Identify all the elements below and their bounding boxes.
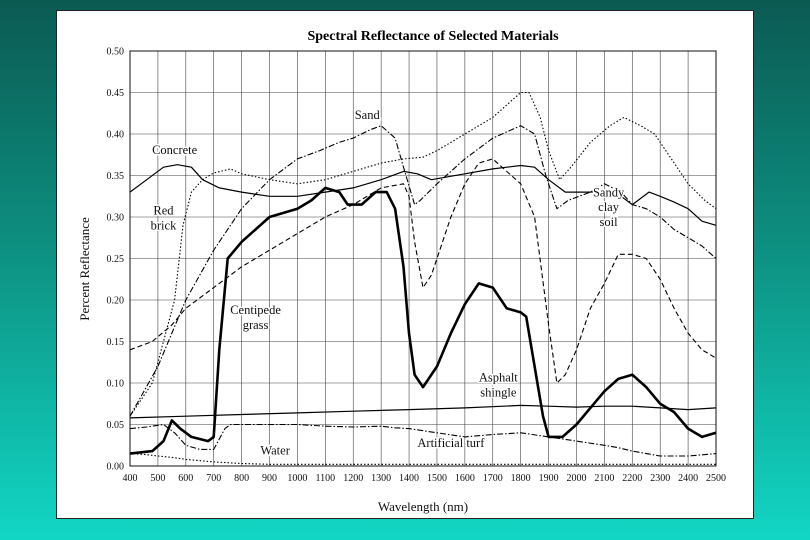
series-line-sandy-clay-soil xyxy=(129,158,717,384)
y-tick-label: 0.10 xyxy=(107,379,125,390)
axis-ticks: 400 500 600 700 800 900 1000 1100 1200 1300 1400 15… xyxy=(107,47,727,485)
x-tick-label: 800 xyxy=(234,473,249,484)
y-tick-label: 0.50 xyxy=(107,47,125,58)
x-tick-label: 1800 xyxy=(511,473,531,484)
x-tick-label: 1400 xyxy=(399,473,419,484)
series-line-centipede-grass xyxy=(129,186,717,455)
chart-panel: Spectral Reflectance of Selected Materia… xyxy=(56,10,754,519)
y-tick-label: 0.25 xyxy=(107,254,125,265)
y-tick-label: 0.30 xyxy=(107,213,125,224)
x-tick-label: 500 xyxy=(150,473,165,484)
x-tick-label: 1200 xyxy=(343,473,363,484)
x-tick-label: 400 xyxy=(123,473,138,484)
x-tick-label: 2300 xyxy=(650,473,670,484)
grid-lines xyxy=(129,50,717,467)
series-line-sand xyxy=(129,125,717,417)
x-tick-label: 2500 xyxy=(706,473,726,484)
series-label-centipede-grass: Centipede xyxy=(230,303,281,317)
x-tick-label: 2000 xyxy=(566,473,586,484)
y-tick-label: 0.35 xyxy=(107,171,125,182)
x-tick-label: 1700 xyxy=(483,473,503,484)
series-lines xyxy=(129,91,717,465)
x-tick-label: 1100 xyxy=(316,473,336,484)
x-tick-label: 2400 xyxy=(678,473,698,484)
x-tick-label: 900 xyxy=(262,473,277,484)
series-label-sand: Sand xyxy=(355,108,381,122)
series-label-sandy-clay-soil: clay xyxy=(598,200,620,214)
chart-title: Spectral Reflectance of Selected Materia… xyxy=(307,29,559,44)
series-label-red-brick: brick xyxy=(151,218,177,232)
x-tick-label: 1900 xyxy=(539,473,559,484)
x-tick-label: 2200 xyxy=(622,473,642,484)
series-label-concrete: Concrete xyxy=(152,143,198,157)
y-tick-label: 0.45 xyxy=(107,88,125,99)
spectral-reflectance-chart: Spectral Reflectance of Selected Materia… xyxy=(77,29,727,514)
x-tick-label: 1000 xyxy=(287,473,307,484)
plot-frame xyxy=(129,50,717,467)
series-line-asphalt-shingle xyxy=(129,404,717,419)
x-tick-label: 700 xyxy=(206,473,221,484)
series-label-sandy-clay-soil: Sandy xyxy=(593,185,625,199)
x-tick-label: 1300 xyxy=(371,473,391,484)
x-tick-label: 1500 xyxy=(427,473,447,484)
series-label-asphalt-shingle: Asphalt xyxy=(479,370,518,384)
series-label-centipede-grass: grass xyxy=(243,318,269,332)
y-tick-label: 0.05 xyxy=(107,420,125,431)
series-line-artificial-turf xyxy=(129,423,717,457)
series-label-asphalt-shingle: shingle xyxy=(480,385,517,399)
x-tick-label: 1600 xyxy=(455,473,475,484)
y-tick-label: 0.20 xyxy=(107,296,125,307)
y-axis-label: Percent Reflectance xyxy=(77,217,92,321)
series-line-red-brick xyxy=(129,91,717,417)
series-line-water xyxy=(129,453,716,465)
y-tick-label: 0.40 xyxy=(107,130,125,141)
x-tick-label: 600 xyxy=(178,473,193,484)
series-label-sandy-clay-soil: soil xyxy=(600,215,619,229)
x-axis-label: Wavelength (nm) xyxy=(378,499,468,514)
series-label-red-brick: Red xyxy=(153,204,174,218)
series-line-concrete xyxy=(129,164,717,226)
x-tick-label: 2100 xyxy=(594,473,614,484)
series-label-artificial-turf: Artificial turf xyxy=(417,436,485,450)
series-label-water: Water xyxy=(260,443,290,457)
y-tick-label: 0.00 xyxy=(107,462,125,473)
y-tick-label: 0.15 xyxy=(107,337,125,348)
